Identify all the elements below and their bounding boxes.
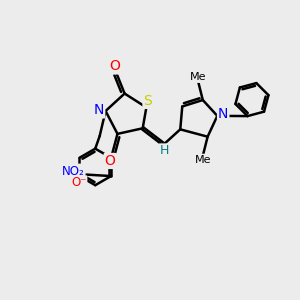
Text: Me: Me <box>190 72 207 82</box>
Text: O⁻: O⁻ <box>71 176 86 189</box>
Text: O: O <box>105 154 116 168</box>
Text: H: H <box>160 144 169 158</box>
Text: S: S <box>143 94 152 108</box>
Text: Me: Me <box>195 155 211 165</box>
Text: N: N <box>94 103 104 117</box>
Text: N: N <box>218 107 228 122</box>
Text: O: O <box>109 59 120 74</box>
Text: NO₂: NO₂ <box>62 165 85 178</box>
